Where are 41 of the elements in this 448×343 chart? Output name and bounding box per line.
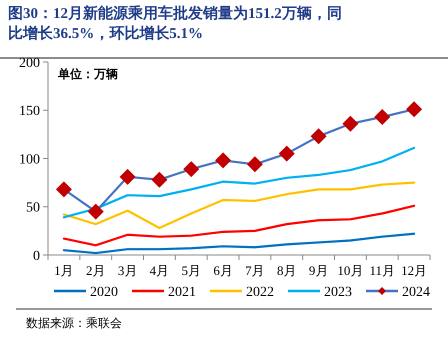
x-tick-label: 9月: [308, 263, 328, 278]
y-tick-label: 100: [19, 152, 40, 168]
x-tick-label: 11月: [369, 263, 396, 278]
legend-label: 2023: [324, 284, 352, 300]
line-series: [62, 182, 416, 230]
point: [278, 146, 295, 162]
x-tick-label: 2月: [86, 263, 106, 278]
source-note: 数据来源：乘联会: [26, 316, 122, 330]
y-tick-label: 50: [26, 200, 40, 216]
point: [56, 181, 72, 198]
x-tick-label: 6月: [213, 263, 233, 278]
point: [151, 172, 168, 188]
x-tick-label: 3月: [118, 263, 138, 278]
y-tick-label: 0: [33, 248, 40, 264]
y-tick-label: 150: [19, 104, 40, 120]
point: [246, 156, 263, 172]
line-series: [62, 146, 416, 218]
point: [120, 168, 136, 185]
point: [374, 109, 390, 126]
x-tick-label: 8月: [277, 263, 296, 278]
point: [406, 101, 422, 118]
chart-title: 图30：12月新能源乘用车批发销量为151.2万辆，同比增长36.5%，环比增长5.1%: [8, 4, 342, 42]
x-tick-label: 12月: [401, 263, 428, 278]
annotation: 单位：万辆: [57, 67, 118, 81]
legend-label: 2020: [90, 284, 118, 300]
x-tick-label: 5月: [182, 263, 201, 278]
x-tick-label: 4月: [150, 263, 170, 278]
point: [342, 116, 358, 132]
y-tick-label: 200: [19, 56, 40, 71]
legend-label: 2024: [402, 284, 430, 300]
legend-label: 2021: [168, 284, 196, 300]
point: [310, 128, 327, 144]
x-tick-label: 7月: [245, 263, 265, 278]
point: [183, 161, 200, 178]
line-series: [62, 232, 416, 254]
x-tick-label: 1月: [54, 263, 74, 278]
legend-label: 2022: [246, 284, 274, 300]
point: [215, 152, 232, 168]
point: [88, 204, 104, 220]
x-tick-label: 10月: [337, 263, 364, 278]
line-series: [62, 204, 416, 246]
